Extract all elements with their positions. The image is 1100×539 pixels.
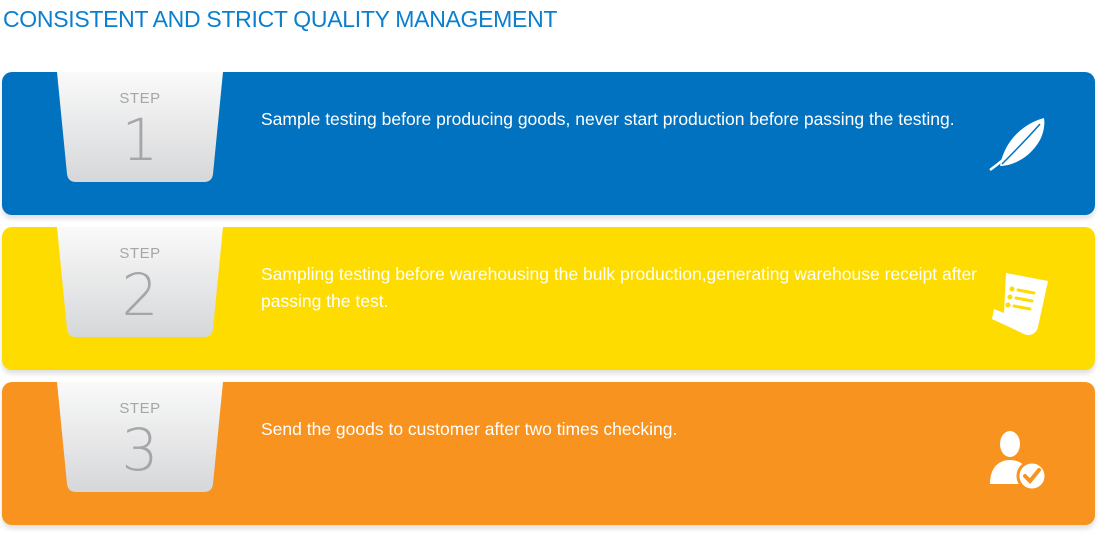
step-badge: STEP 1 <box>55 72 225 182</box>
step-description: Sample testing before producing goods, n… <box>261 109 955 129</box>
feather-icon <box>982 114 1052 184</box>
step-label: STEP <box>119 245 161 262</box>
step-badge: STEP 2 <box>55 227 225 337</box>
step-number: 1 <box>121 106 159 174</box>
step-badge: STEP 3 <box>55 382 225 492</box>
step-panel-2: STEP 2 Sampling testing before warehousi… <box>2 227 1095 370</box>
step-label: STEP <box>119 400 161 417</box>
step-description: Sampling testing before warehousing the … <box>261 264 978 311</box>
step-panel-1: STEP 1 Sample testing before producing g… <box>2 72 1095 215</box>
user-check-icon <box>982 424 1052 494</box>
step-number: 3 <box>121 416 159 484</box>
step-panel-3: STEP 3 Send the goods to customer after … <box>2 382 1095 525</box>
page-title: CONSISTENT AND STRICT QUALITY MANAGEMENT <box>3 6 558 32</box>
receipt-icon <box>982 269 1052 339</box>
step-description: Send the goods to customer after two tim… <box>261 419 678 439</box>
step-label: STEP <box>119 90 161 107</box>
step-number: 2 <box>121 261 159 329</box>
